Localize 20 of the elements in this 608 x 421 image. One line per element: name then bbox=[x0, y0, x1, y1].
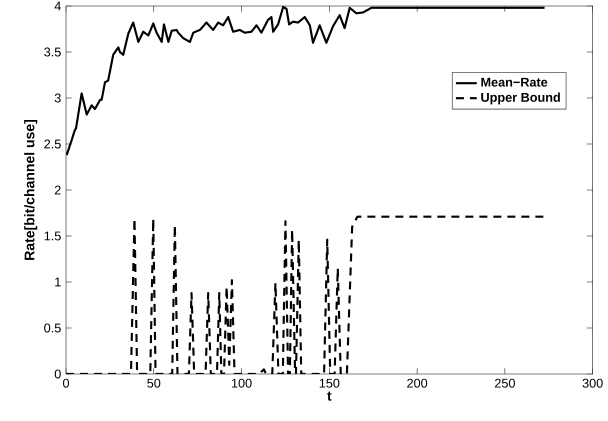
x-tick-label: 0 bbox=[62, 378, 70, 388]
y-tick-label: 1.5 bbox=[44, 232, 61, 240]
x-tick-label: 100 bbox=[232, 378, 252, 388]
legend-label: Upper Bound bbox=[481, 92, 560, 104]
x-tick-label: 200 bbox=[407, 378, 428, 388]
x-tick-label: 50 bbox=[147, 378, 160, 388]
y-tick-label: 1 bbox=[55, 278, 61, 286]
y-axis-title: Rate[bit/channel use] bbox=[24, 120, 38, 260]
y-tick-label: 0 bbox=[54, 370, 61, 378]
y-tick-label: 3 bbox=[54, 94, 61, 102]
x-tick-label: 300 bbox=[582, 378, 603, 388]
y-tick-label: 3.5 bbox=[44, 48, 61, 56]
legend-label: Mean−Rate bbox=[481, 78, 548, 87]
y-tick-label: 0.5 bbox=[44, 324, 61, 332]
x-tick-label: 250 bbox=[494, 378, 515, 388]
x-tick-label: 150 bbox=[320, 378, 340, 388]
y-tick-label: 2 bbox=[54, 186, 61, 194]
y-tick-label: 4 bbox=[54, 2, 61, 10]
x-axis-title: t bbox=[327, 392, 332, 401]
y-tick-label: 2.5 bbox=[44, 140, 61, 148]
